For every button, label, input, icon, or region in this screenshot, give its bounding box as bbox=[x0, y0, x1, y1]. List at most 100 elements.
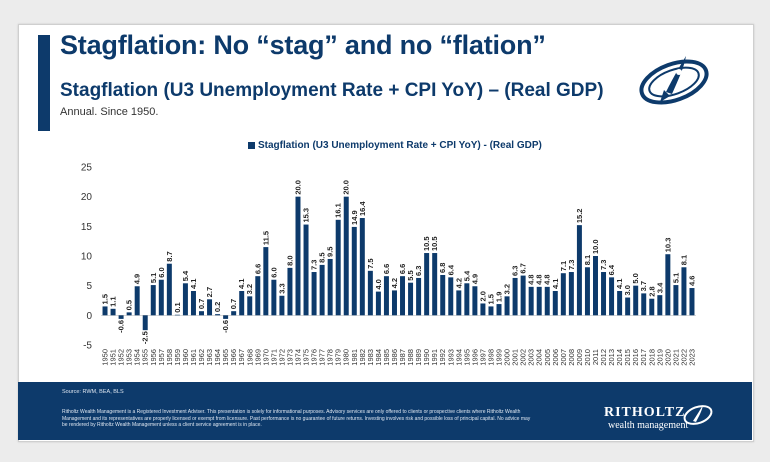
data-label: 8.7 bbox=[165, 251, 174, 261]
x-tick-label: 2023 bbox=[687, 349, 696, 366]
bar bbox=[544, 286, 550, 316]
x-tick-label: 1990 bbox=[422, 349, 431, 366]
bar bbox=[568, 272, 574, 316]
slide bbox=[18, 24, 754, 442]
x-tick-label: 1973 bbox=[285, 349, 294, 366]
x-tick-label: 1964 bbox=[213, 349, 222, 366]
data-label: 5.5 bbox=[406, 270, 415, 280]
x-tick-label: 1970 bbox=[261, 349, 270, 366]
x-tick-label: 1983 bbox=[366, 349, 375, 366]
data-label: 16.1 bbox=[334, 203, 343, 218]
x-tick-label: 2010 bbox=[583, 349, 592, 366]
data-label: 1.5 bbox=[101, 294, 110, 304]
x-tick-label: 2007 bbox=[559, 349, 568, 366]
bar bbox=[263, 247, 269, 316]
chart-title: Stagflation (U3 Unemployment Rate + CPI … bbox=[60, 80, 604, 101]
x-tick-label: 2017 bbox=[639, 349, 648, 366]
y-tick-label: 5 bbox=[86, 281, 92, 292]
bar bbox=[199, 311, 204, 316]
bar bbox=[279, 295, 285, 316]
data-label: -0.6 bbox=[221, 320, 230, 333]
x-tick-label: 1950 bbox=[101, 349, 110, 366]
data-label: 5.0 bbox=[631, 273, 640, 283]
x-tick-label: 1997 bbox=[478, 349, 487, 366]
bar bbox=[488, 306, 494, 316]
chart-note: Annual. Since 1950. bbox=[60, 106, 159, 118]
bar bbox=[247, 296, 253, 316]
data-label: 4.1 bbox=[237, 279, 246, 289]
data-label: 4.1 bbox=[615, 279, 624, 289]
rocket-emblem-icon bbox=[683, 405, 713, 425]
legend-label: Stagflation (U3 Unemployment Rate + CPI … bbox=[258, 140, 542, 151]
x-tick-label: 1978 bbox=[326, 349, 335, 366]
data-label: 4.2 bbox=[390, 278, 399, 288]
x-tick-label: 2000 bbox=[503, 349, 512, 366]
x-tick-label: 2019 bbox=[655, 349, 664, 366]
bar bbox=[504, 296, 510, 316]
x-tick-label: 1955 bbox=[141, 349, 150, 366]
data-label: 0.7 bbox=[229, 299, 238, 309]
bar bbox=[190, 291, 196, 316]
bar bbox=[166, 263, 172, 316]
x-tick-label: 1986 bbox=[390, 349, 399, 366]
data-label: 5.1 bbox=[671, 273, 680, 283]
x-tick-label: 1951 bbox=[109, 349, 118, 366]
data-label: 7.3 bbox=[599, 260, 608, 270]
x-tick-label: 1999 bbox=[495, 349, 504, 366]
bar bbox=[110, 308, 116, 316]
bar bbox=[126, 312, 132, 316]
data-label: 14.9 bbox=[350, 210, 359, 225]
x-tick-label: 2003 bbox=[527, 349, 536, 366]
bar bbox=[424, 253, 430, 316]
data-label: 3.2 bbox=[503, 284, 512, 294]
bar bbox=[641, 293, 647, 316]
bar bbox=[223, 315, 229, 319]
data-label: 10.0 bbox=[591, 239, 600, 254]
bar bbox=[584, 267, 590, 316]
data-label: 6.6 bbox=[398, 264, 407, 274]
x-tick-label: 1982 bbox=[358, 349, 367, 366]
data-label: 6.3 bbox=[511, 266, 520, 276]
bar bbox=[400, 276, 406, 316]
data-label: 2.7 bbox=[205, 287, 214, 297]
data-label: 6.6 bbox=[382, 264, 391, 274]
legend-swatch bbox=[248, 142, 255, 149]
data-label: 6.0 bbox=[157, 267, 166, 277]
data-label: 4.8 bbox=[527, 274, 536, 284]
bar bbox=[134, 286, 140, 316]
disclaimer: Ritholtz Wealth Management is a Register… bbox=[62, 409, 531, 428]
x-tick-label: 2022 bbox=[679, 349, 688, 366]
brand-sub: wealth management bbox=[608, 420, 689, 431]
data-label: 4.6 bbox=[687, 276, 696, 286]
x-tick-label: 2012 bbox=[599, 349, 608, 366]
x-tick-label: 1965 bbox=[221, 349, 230, 366]
bar bbox=[327, 258, 333, 316]
bar bbox=[512, 277, 518, 316]
bar bbox=[633, 285, 639, 316]
data-label: 9.5 bbox=[326, 247, 335, 257]
bar bbox=[239, 291, 245, 316]
bar bbox=[383, 276, 389, 316]
data-label: 5.4 bbox=[181, 270, 190, 281]
x-tick-label: 2004 bbox=[535, 349, 544, 366]
bar bbox=[681, 267, 687, 316]
bar bbox=[625, 297, 631, 316]
data-label: 16.4 bbox=[358, 201, 367, 216]
x-tick-label: 1992 bbox=[438, 349, 447, 366]
data-label: 4.1 bbox=[189, 279, 198, 289]
x-tick-label: 1974 bbox=[293, 349, 302, 366]
x-tick-label: 1998 bbox=[486, 349, 495, 366]
bar bbox=[319, 264, 325, 316]
x-tick-label: 2018 bbox=[647, 349, 656, 366]
bar bbox=[552, 291, 558, 316]
bar bbox=[150, 285, 156, 316]
data-label: 8.5 bbox=[318, 252, 327, 262]
bar bbox=[287, 267, 293, 316]
data-label: 6.6 bbox=[253, 264, 262, 274]
bar bbox=[158, 279, 164, 316]
x-tick-label: 1969 bbox=[253, 349, 262, 366]
x-tick-label: 2016 bbox=[631, 349, 640, 366]
bar bbox=[576, 225, 582, 316]
x-tick-label: 2008 bbox=[567, 349, 576, 366]
data-label: 4.0 bbox=[374, 279, 383, 289]
